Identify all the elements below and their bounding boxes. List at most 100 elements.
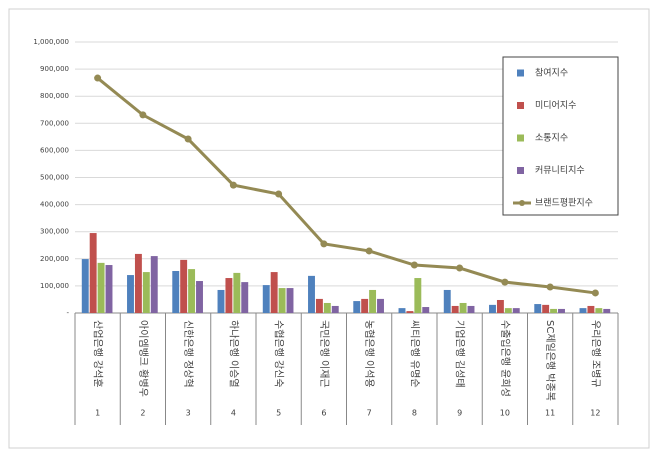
legend-swatch [519, 200, 525, 206]
bar [550, 308, 558, 313]
line-point [365, 247, 373, 255]
bar [414, 278, 422, 313]
legend-swatch [517, 134, 524, 142]
bar [443, 289, 451, 313]
x-tick-label: 6 [321, 409, 326, 418]
legend-label: 참여지수 [535, 67, 568, 79]
legend-swatch [517, 102, 524, 109]
y-tick-label: 500,000 [40, 174, 69, 182]
x-tick-label: 5 [276, 409, 281, 418]
bar [225, 278, 233, 313]
x-tick-label: 11 [545, 409, 555, 418]
x-tick-label: 12 [590, 409, 600, 418]
bar [579, 308, 587, 313]
bar [496, 299, 504, 313]
bar [142, 272, 150, 313]
x-tick-label: 2 [140, 409, 145, 418]
legend-label: 미디어지수 [535, 100, 576, 111]
bar [534, 304, 542, 313]
y-tick-label: 300,000 [40, 228, 69, 236]
y-tick-label: 900,000 [40, 65, 69, 73]
bar [353, 301, 361, 313]
y-tick-label: 200,000 [40, 255, 69, 263]
bar [262, 285, 270, 313]
legend-swatch [517, 167, 524, 174]
x-tick-label: 4 [231, 409, 236, 418]
line-point [139, 111, 147, 119]
bar [217, 289, 225, 313]
line-point [591, 289, 599, 297]
legend-swatch [517, 69, 524, 77]
category-name: 우리은행 조병규 [589, 320, 601, 388]
bar [542, 304, 550, 313]
bar [278, 288, 286, 313]
category-name: 씨티은행 유명순 [408, 320, 420, 388]
line-point [275, 190, 283, 198]
category-name: 농협은행 이석용 [363, 320, 376, 388]
category-name: 아이엠뱅크 황병우 [137, 320, 149, 397]
bar [422, 307, 430, 313]
bar [172, 270, 180, 313]
x-tick-label: 9 [457, 409, 462, 418]
bar [451, 305, 459, 313]
line-point [546, 283, 554, 291]
y-tick-label: 700,000 [40, 119, 69, 127]
y-tick-label: 400,000 [40, 201, 69, 209]
category-name: 하나은행 이승열 [227, 320, 240, 388]
bar [512, 308, 520, 313]
bar [81, 259, 89, 313]
category-name: 국민은행 이재근 [318, 320, 330, 388]
bar [89, 233, 97, 313]
bar [196, 281, 203, 313]
line [96, 76, 596, 295]
bar [134, 253, 142, 313]
line-point [501, 278, 509, 286]
bar [323, 302, 331, 313]
bar [233, 272, 241, 313]
bar [377, 298, 384, 313]
bar [315, 298, 323, 313]
category-name: 수협은행 강신숙 [273, 320, 286, 388]
bar [361, 298, 369, 313]
category-name: SC제일은행 박종복 [544, 320, 556, 401]
bar [105, 265, 113, 313]
y-tick-label: - [66, 309, 69, 317]
category-name: 산업은행 강석훈 [92, 320, 105, 388]
legend-label: 커뮤니티지수 [535, 165, 585, 176]
bar [489, 304, 496, 313]
bar [369, 289, 377, 313]
legend-label: 소통지수 [535, 133, 568, 144]
x-tick-label: 7 [367, 409, 372, 418]
bar [127, 275, 134, 313]
bar [150, 256, 158, 313]
bar [188, 269, 196, 313]
bar [270, 272, 278, 313]
bar [331, 305, 339, 313]
bar [241, 282, 249, 313]
bar [558, 308, 565, 313]
line-point [410, 261, 418, 269]
bar [406, 311, 414, 313]
y-tick-label: 100,000 [40, 282, 69, 290]
bar [398, 308, 406, 313]
bar [308, 275, 315, 313]
line-point [456, 264, 464, 272]
bar [595, 308, 603, 313]
x-tick-label: 8 [412, 409, 417, 418]
category-name: 신한은행 정상혁 [182, 320, 194, 388]
line-point [94, 74, 102, 82]
bar [587, 305, 595, 313]
category-name: 기업은행 김성태 [454, 320, 467, 388]
x-tick-label: 10 [500, 409, 510, 418]
category-name: 수출입은행 윤희성 [499, 320, 512, 397]
bar [180, 259, 188, 313]
x-tick-label: 1 [95, 409, 100, 418]
bar [286, 288, 294, 313]
x-tick-label: 3 [186, 409, 191, 418]
bar [97, 262, 105, 313]
line-point [320, 240, 328, 248]
y-tick-label: 800,000 [40, 92, 69, 100]
y-tick-label: 600,000 [40, 146, 69, 154]
line-point [184, 135, 192, 143]
